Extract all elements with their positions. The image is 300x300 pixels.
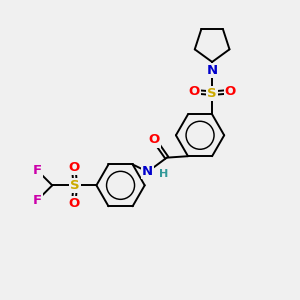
Text: O: O: [68, 197, 80, 210]
Text: N: N: [142, 165, 153, 178]
Text: O: O: [68, 160, 80, 174]
Text: O: O: [188, 85, 200, 98]
Text: O: O: [225, 85, 236, 98]
Text: F: F: [32, 194, 41, 207]
Text: O: O: [149, 134, 160, 146]
Text: H: H: [159, 169, 169, 179]
Text: S: S: [207, 87, 217, 100]
Text: F: F: [32, 164, 41, 176]
Text: N: N: [207, 64, 218, 77]
Text: S: S: [70, 179, 80, 192]
